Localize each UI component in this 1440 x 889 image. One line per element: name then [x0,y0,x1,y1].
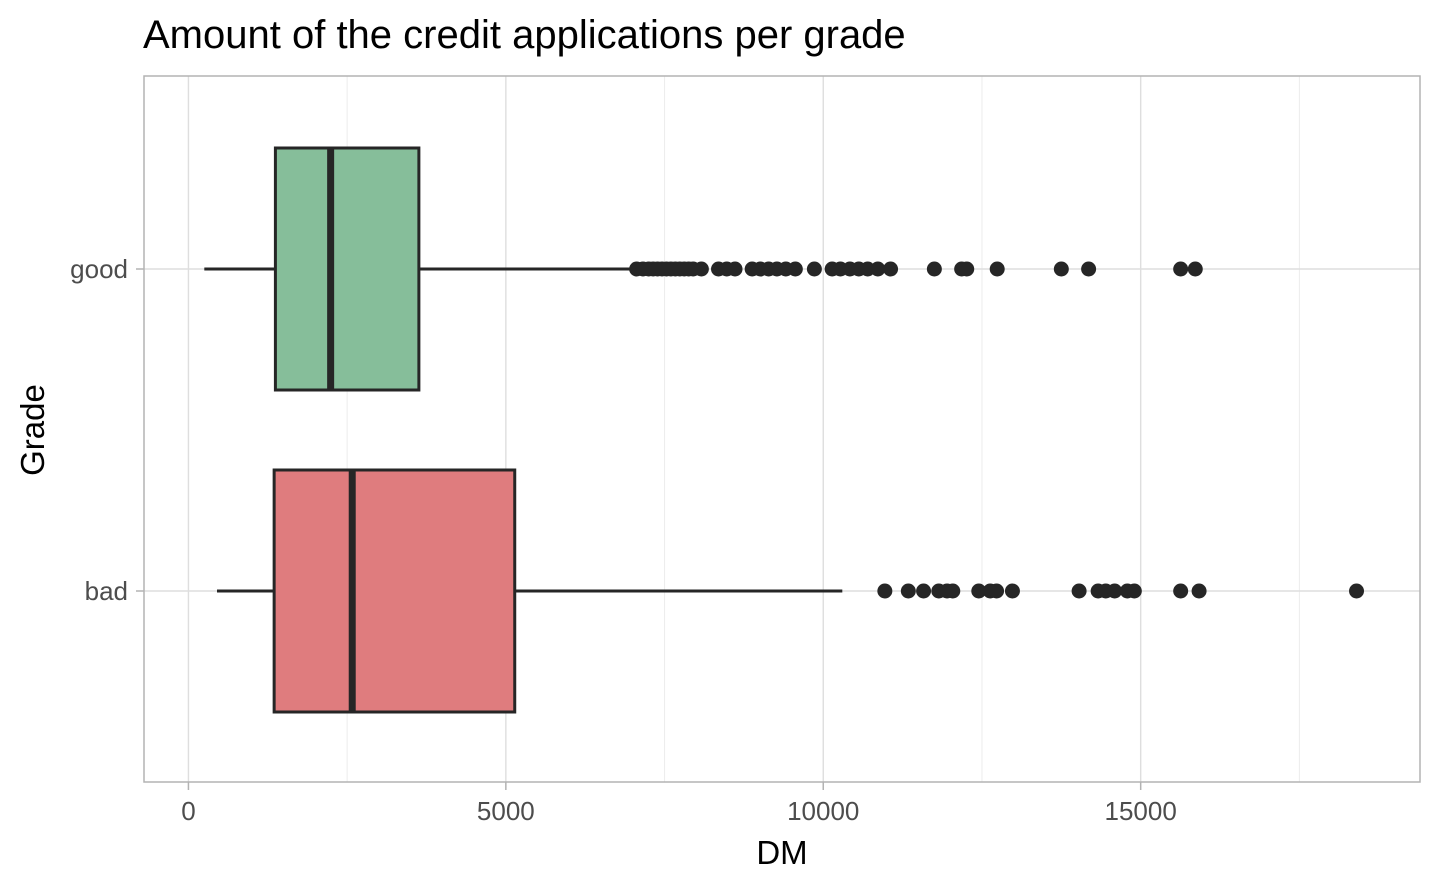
panel-border [143,75,1421,783]
outlier-point-good [989,261,1005,277]
outlier-point-good [787,261,803,277]
outlier-point-good [727,261,743,277]
outlier-point-bad [989,583,1005,599]
outlier-point-bad [1071,583,1087,599]
y-tick-label-bad: bad [85,576,128,606]
outlier-point-bad [1126,583,1142,599]
x-tick-label: 15000 [1105,796,1177,826]
box-layer [204,146,843,714]
outlier-point-bad [1349,583,1365,599]
x-tick-label: 0 [181,796,195,826]
outlier-point-good [883,261,899,277]
iqr-box-good [273,146,421,392]
x-tick-label: 10000 [787,796,859,826]
y-tick-label-good: good [70,254,128,284]
outlier-point-bad [1107,583,1123,599]
box-bad [217,468,843,714]
outlier-point-good [959,261,975,277]
outlier-point-bad [916,583,932,599]
outlier-point-good [870,261,886,277]
box-good [204,146,633,392]
outlier-point-bad [1191,583,1207,599]
axis-ticks: 0 5000 10000 15000 bad good [70,254,1177,826]
outlier-point-bad [945,583,961,599]
outlier-point-good [1053,261,1069,277]
x-tick-label: 5000 [477,796,535,826]
outlier-point-good [806,261,822,277]
outlier-point-good [1081,261,1097,277]
outlier-point-good [693,261,709,277]
outlier-point-good [1187,261,1203,277]
outlier-point-bad [971,583,987,599]
chart-title: Amount of the credit applications per gr… [143,13,906,57]
outlier-point-good [1173,261,1189,277]
outlier-point-bad [877,583,893,599]
outlier-point-bad [900,583,916,599]
x-axis-title: DM [756,834,807,871]
outlier-point-good [926,261,942,277]
outlier-point-bad [1173,583,1189,599]
outlier-point-bad [1004,583,1020,599]
y-axis-title: Grade [14,384,51,476]
iqr-box-bad [272,468,517,714]
outlier-layer [629,261,1365,599]
